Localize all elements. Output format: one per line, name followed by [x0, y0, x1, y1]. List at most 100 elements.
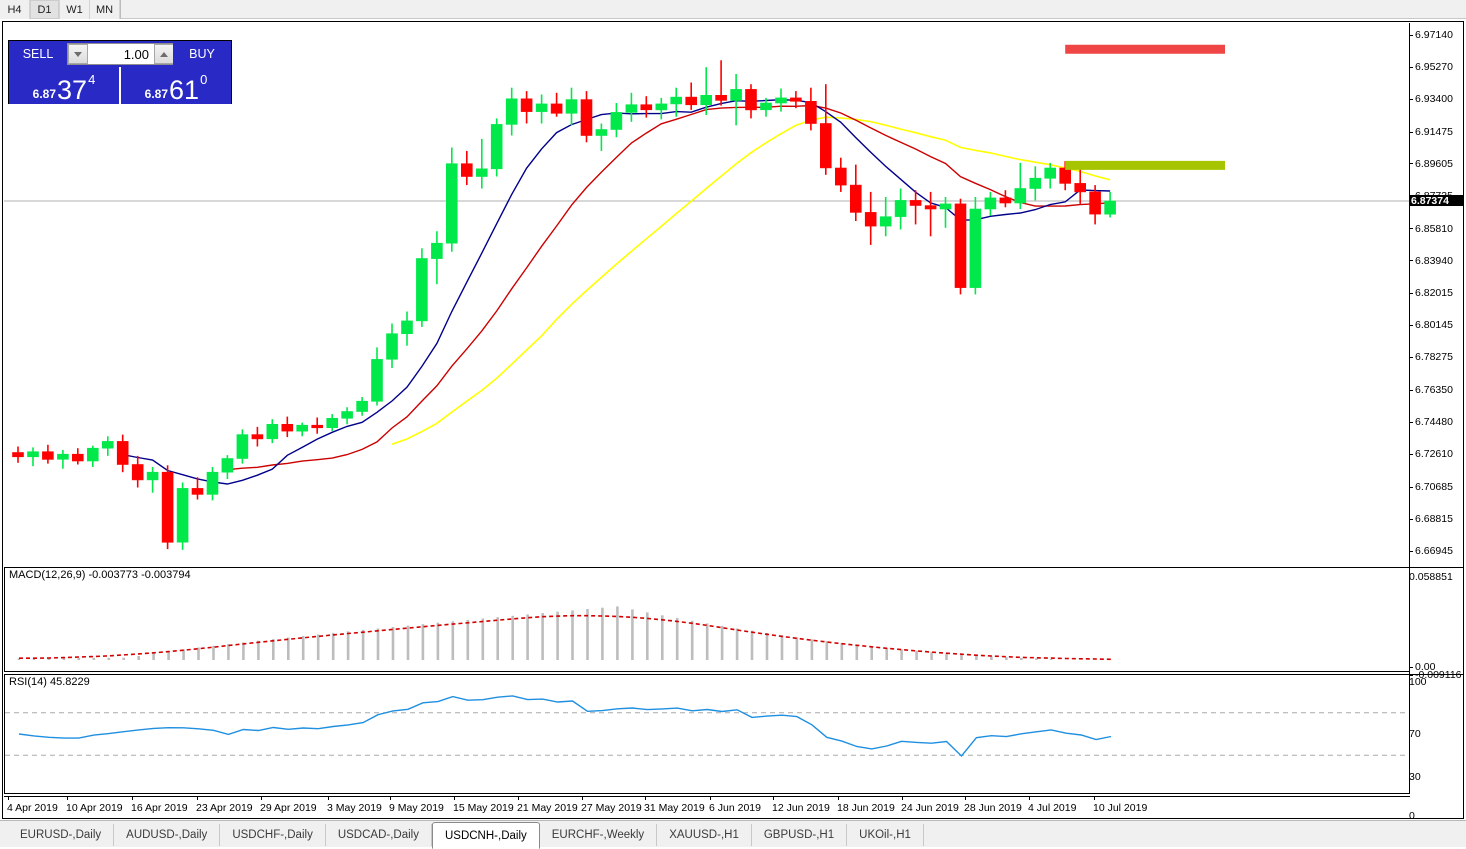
- buy-button[interactable]: BUY: [173, 41, 231, 67]
- timeframe-button-h4[interactable]: H4: [0, 0, 30, 19]
- rsi-pane: RSI(14) 45.8229: [4, 674, 1410, 794]
- macd-axis-tick: 0.058851: [1409, 571, 1453, 583]
- chart-tab-usdcnhdaily[interactable]: USDCNH-,Daily: [431, 822, 540, 849]
- chart-tab-usdchfdaily[interactable]: USDCHF-,Daily: [220, 824, 326, 846]
- oct-top-row: SELL 1.00 BUY: [9, 41, 231, 67]
- date-axis-tick: [902, 797, 903, 800]
- price-axis-tick: 6.80145: [1409, 319, 1463, 331]
- price-axis-tick: 6.76350: [1409, 384, 1463, 396]
- chart-tab-audusddaily[interactable]: AUDUSD-,Daily: [114, 824, 221, 846]
- timeframe-button-w1[interactable]: W1: [60, 0, 90, 19]
- chart-window: USDCNH-,Daily 6.87625 6.87810 6.87171 6.…: [2, 21, 1464, 822]
- macd-axis-tick: -0.009116: [1409, 669, 1463, 681]
- date-axis-label: 31 May 2019: [644, 802, 705, 814]
- buy-price-big: 61: [169, 75, 200, 105]
- chart-tab-eurchfweekly[interactable]: EURCHF-,Weekly: [540, 824, 658, 846]
- date-axis-tick: [261, 797, 262, 800]
- chart-tab-xauusdh1[interactable]: XAUUSD-,H1: [657, 824, 752, 846]
- price-axis-tick: 6.83940: [1409, 255, 1463, 267]
- date-axis-tick: [454, 797, 455, 800]
- price-axis-tick: 6.74480: [1409, 416, 1463, 428]
- rsi-axis-tick: 30: [1409, 771, 1421, 783]
- date-axis-label: 18 Jun 2019: [837, 802, 895, 814]
- price-axis-tick: 6.72610: [1409, 448, 1463, 460]
- price-axis-tick: 6.68815: [1409, 513, 1463, 525]
- date-axis-label: 23 Apr 2019: [196, 802, 253, 814]
- price-axis-tick: 6.93400: [1409, 93, 1463, 105]
- date-axis-label: 28 Jun 2019: [964, 802, 1022, 814]
- date-axis-label: 16 Apr 2019: [131, 802, 188, 814]
- sell-price-prefix: 6.87: [32, 87, 57, 101]
- one-click-trading-panel: SELL 1.00 BUY 6.87 37 4 6.87 61 0: [8, 40, 232, 104]
- price-axis-tick: 6.97140: [1409, 29, 1463, 41]
- date-axis-label: 9 May 2019: [389, 802, 444, 814]
- date-axis: 4 Apr 2019 10 Apr 2019 16 Apr 2019 23 Apr 2…: [4, 796, 1410, 818]
- chart-tab-gbpusdh1[interactable]: GBPUSD-,H1: [752, 824, 848, 846]
- price-axis[interactable]: 6.97140 6.95270 6.93400 6.91475 6.89605 6.858…: [1409, 23, 1463, 822]
- date-axis-tick: [773, 797, 774, 800]
- sell-price-sup: 4: [88, 72, 96, 87]
- macd-pane: MACD(12,26,9) -0.003773 -0.003794: [4, 567, 1410, 672]
- buy-price-prefix: 6.87: [144, 87, 169, 101]
- date-axis-tick: [132, 797, 133, 800]
- price-axis-tick: 6.70685: [1409, 481, 1463, 493]
- date-axis-tick: [965, 797, 966, 800]
- rsi-axis-tick: 100: [1409, 676, 1427, 688]
- price-axis-tick: 6.95270: [1409, 61, 1463, 73]
- chart-tab-usdcaddaily[interactable]: USDCAD-,Daily: [326, 824, 432, 846]
- axis-separator: [1409, 674, 1463, 675]
- price-axis-tick: 6.82015: [1409, 287, 1463, 299]
- date-axis-tick: [197, 797, 198, 800]
- rsi-title: RSI(14) 45.8229: [9, 676, 90, 688]
- chevron-down-icon: [74, 51, 82, 57]
- chart-tab-ukoilh1[interactable]: UKOil-,H1: [847, 824, 924, 846]
- date-axis-tick: [8, 797, 9, 800]
- rsi-axis-tick: 70: [1409, 728, 1421, 740]
- oct-price-row: 6.87 37 4 6.87 61 0: [9, 67, 231, 104]
- date-axis-label: 10 Apr 2019: [66, 802, 123, 814]
- date-axis-tick: [1094, 797, 1095, 800]
- volume-decrement-button[interactable]: [68, 44, 88, 64]
- timeframe-button-mn[interactable]: MN: [90, 0, 120, 19]
- date-axis-label: 29 Apr 2019: [260, 802, 317, 814]
- sell-button[interactable]: SELL: [9, 41, 67, 67]
- date-axis-tick: [518, 797, 519, 800]
- date-axis-label: 6 Jun 2019: [709, 802, 761, 814]
- candlestick-plot: [4, 44, 1410, 550]
- date-axis-tick: [1029, 797, 1030, 800]
- date-axis-tick: [390, 797, 391, 800]
- buy-price-display[interactable]: 6.87 61 0: [119, 67, 231, 104]
- buy-price-sup: 0: [200, 72, 208, 87]
- timeframe-strip: H4 D1 W1 MN: [0, 0, 121, 19]
- date-axis-tick: [710, 797, 711, 800]
- current-price-label: 6.87374: [1409, 194, 1463, 207]
- date-axis-label: 24 Jun 2019: [901, 802, 959, 814]
- date-axis-label: 15 May 2019: [453, 802, 514, 814]
- volume-increment-button[interactable]: [154, 44, 174, 64]
- price-axis-tick: 6.89605: [1409, 158, 1463, 170]
- chart-tab-bar: EURUSD-,Daily AUDUSD-,Daily USDCHF-,Daily U…: [0, 820, 1466, 849]
- timeframe-button-d1[interactable]: D1: [30, 0, 60, 19]
- date-axis-tick: [582, 797, 583, 800]
- date-axis-label: 4 Apr 2019: [7, 802, 58, 814]
- price-axis-tick: 6.78275: [1409, 351, 1463, 363]
- rsi-axis-tick: 0: [1409, 810, 1415, 822]
- axis-separator: [1409, 567, 1463, 568]
- macd-axis-tick: 0.00: [1409, 661, 1463, 673]
- volume-stepper[interactable]: 1.00: [67, 43, 175, 65]
- price-pane: [4, 23, 1410, 563]
- volume-input[interactable]: 1.00: [88, 44, 154, 64]
- date-axis-tick: [838, 797, 839, 800]
- sell-price-big: 37: [57, 75, 88, 105]
- date-axis-label: 10 Jul 2019: [1093, 802, 1148, 814]
- date-axis-label: 3 May 2019: [327, 802, 382, 814]
- price-axis-tick: 6.91475: [1409, 126, 1463, 138]
- date-axis-tick: [645, 797, 646, 800]
- chart-tab-eurusddaily[interactable]: EURUSD-,Daily: [8, 824, 115, 846]
- price-axis-tick: 6.85810: [1409, 223, 1463, 235]
- date-axis-label: 27 May 2019: [581, 802, 642, 814]
- date-axis-tick: [67, 797, 68, 800]
- top-toolbar: H4 D1 W1 MN: [0, 0, 1466, 19]
- date-axis-label: 4 Jul 2019: [1028, 802, 1077, 814]
- sell-price-display[interactable]: 6.87 37 4: [9, 67, 119, 104]
